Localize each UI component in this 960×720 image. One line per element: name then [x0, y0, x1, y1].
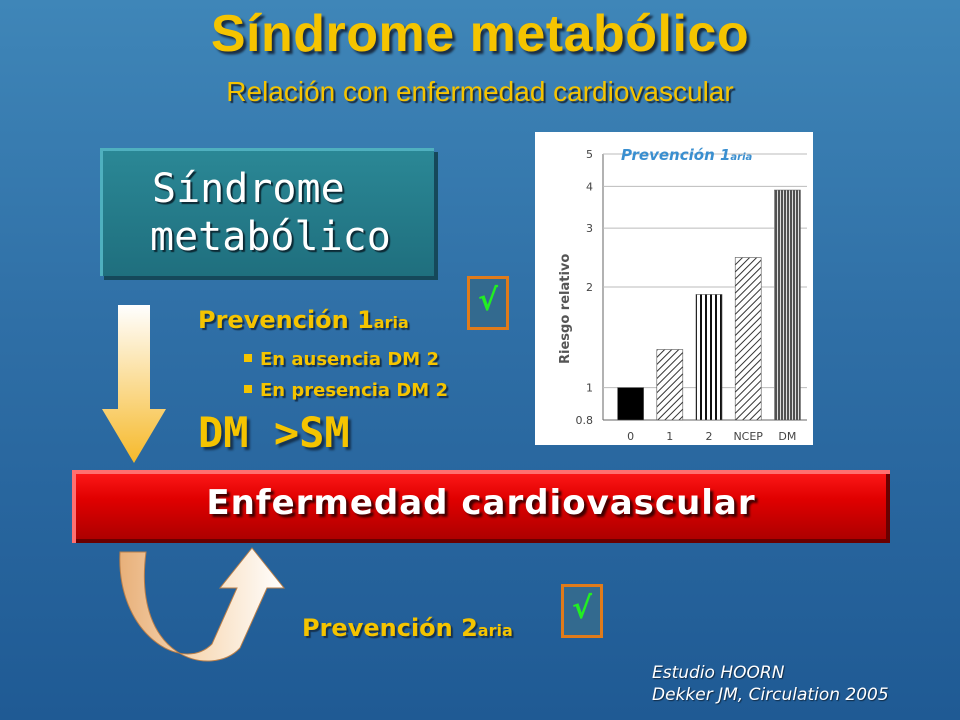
bullet-square-icon [244, 354, 252, 362]
slide-title: Síndrome metabólico [210, 5, 750, 63]
relative-risk-chart: 0.8 1 2 3 4 5 0 1 2 NCEP DM Prevención 1aria Ries… [535, 132, 813, 445]
dm-greater-than-sm: DM >SM [198, 408, 350, 457]
cardiovascular-disease-banner: Enfermedad cardiovascular [72, 470, 890, 543]
loop-arrow-icon [119, 547, 286, 662]
chart-y-tick-label: 0.8 [576, 414, 594, 427]
bullet-list: En ausencia DM 2 En presencia DM 2 [244, 344, 448, 406]
chart-bar-1 [656, 349, 684, 421]
secondary-prevention-label: Prevención 2aria [302, 614, 513, 642]
list-item: En ausencia DM 2 [244, 344, 448, 375]
chart-x-tick-label: 1 [666, 430, 673, 443]
metabolic-syndrome-box: Síndrome metabólico [100, 148, 434, 276]
primary-prevention-label: Prevención 1aria [198, 306, 409, 334]
chart-x-tick-label: 2 [706, 430, 713, 443]
cardiovascular-disease-label: Enfermedad cardiovascular [206, 483, 756, 523]
source-study: Estudio HOORN [652, 663, 785, 683]
bullet-square-icon [244, 385, 252, 393]
chart-bar-0 [617, 387, 644, 421]
chart-title: Prevención 1aria [621, 146, 753, 164]
check-mark-icon: √ [561, 584, 603, 638]
metabolic-syndrome-line2: metabólico [150, 214, 391, 260]
source-citation: Estudio HOORN Dekker JM, Circulation 200… [652, 662, 889, 706]
chart-svg: 0.8 1 2 3 4 5 0 1 2 NCEP DM Prevención 1aria Ries… [558, 146, 807, 443]
chart-x-tick-label: 0 [627, 430, 634, 443]
chart-x-tick-label: NCEP [733, 430, 763, 443]
chart-y-tick-label: 1 [586, 382, 593, 395]
slide-subtitle: Relación con enfermedad cardiovascular [226, 76, 734, 107]
chart-x-tick-label: DM [778, 430, 796, 443]
chart-bar-dm [774, 189, 801, 421]
metabolic-syndrome-line1: Síndrome [152, 166, 345, 212]
down-arrow-icon [102, 305, 166, 463]
chart-y-tick-label: 2 [586, 281, 593, 294]
list-item: En presencia DM 2 [244, 375, 448, 406]
chart-y-tick-label: 4 [586, 180, 593, 193]
chart-bar-2 [695, 294, 723, 421]
check-mark-icon: √ [467, 276, 509, 330]
chart-y-tick-label: 3 [586, 222, 593, 235]
chart-y-tick-label: 5 [586, 148, 593, 161]
source-reference: Dekker JM, Circulation 2005 [652, 685, 889, 705]
chart-bar-ncep [734, 257, 762, 421]
chart-y-axis-label: Riesgo relativo [558, 254, 573, 364]
